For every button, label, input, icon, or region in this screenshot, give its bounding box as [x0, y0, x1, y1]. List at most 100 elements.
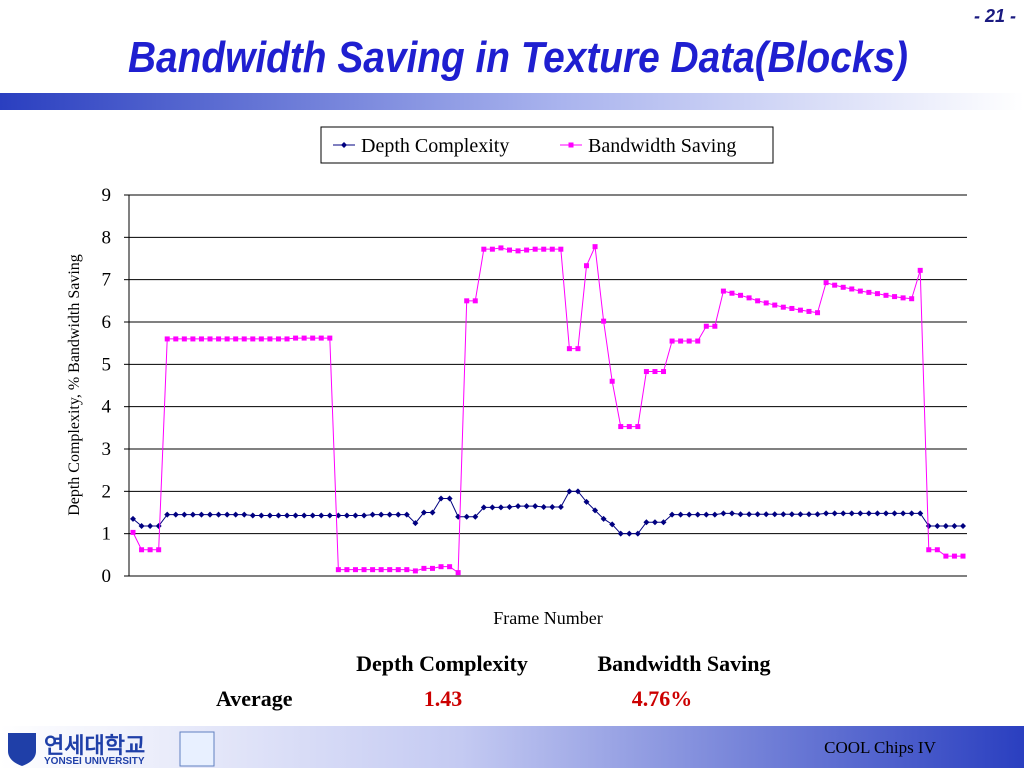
square-marker: [566, 346, 572, 352]
square-marker: [849, 286, 855, 292]
diamond-marker: [301, 512, 308, 519]
square-marker: [601, 318, 607, 324]
diamond-marker: [489, 504, 496, 511]
square-marker: [635, 424, 641, 430]
y-tick-label: 5: [102, 354, 112, 375]
diamond-marker: [754, 511, 761, 518]
diamond-marker: [446, 495, 453, 502]
square-marker: [609, 378, 615, 384]
diamond-marker: [574, 488, 581, 495]
summary-value: 1.43: [424, 686, 463, 711]
diamond-marker: [617, 530, 624, 537]
diamond-marker: [258, 512, 265, 519]
legend-label: Bandwidth Saving: [588, 135, 736, 157]
diamond-marker: [882, 510, 889, 517]
diamond-marker: [309, 512, 316, 519]
diamond-marker: [284, 512, 291, 519]
diamond-marker: [814, 511, 821, 518]
diamond-marker: [660, 519, 667, 526]
square-marker: [686, 338, 692, 344]
diamond-marker: [292, 512, 299, 519]
diamond-marker: [900, 510, 907, 517]
diamond-marker: [369, 511, 376, 518]
diamond-marker: [403, 511, 410, 518]
square-marker: [584, 263, 590, 269]
y-tick-label: 8: [102, 227, 112, 248]
square-marker: [447, 564, 453, 570]
diamond-marker: [326, 512, 333, 519]
square-marker: [669, 338, 675, 344]
footer-event: COOL Chips IV: [824, 738, 936, 757]
square-marker: [156, 547, 162, 553]
diamond-marker: [138, 523, 145, 530]
diamond-marker: [942, 523, 949, 530]
square-marker: [960, 553, 966, 559]
diamond-marker: [634, 530, 641, 537]
logo-english: YONSEI UNIVERSITY: [44, 756, 145, 767]
square-marker: [250, 336, 256, 342]
square-marker: [164, 336, 170, 342]
square-marker: [806, 308, 812, 314]
diamond-marker: [480, 504, 487, 511]
square-marker: [840, 284, 846, 290]
diamond-marker: [341, 142, 347, 148]
summary-header: Bandwidth Saving: [597, 651, 770, 676]
diamond-marker: [874, 510, 881, 517]
y-tick-label: 1: [102, 524, 112, 545]
diamond-marker: [848, 510, 855, 517]
diamond-marker: [343, 512, 350, 519]
square-marker: [832, 282, 838, 288]
diamond-marker: [207, 511, 214, 518]
square-marker: [678, 338, 684, 344]
diamond-marker: [711, 511, 718, 518]
square-marker: [575, 346, 581, 352]
diamond-marker: [249, 512, 256, 519]
diamond-marker: [728, 510, 735, 517]
square-marker: [934, 547, 940, 553]
diamond-marker: [164, 511, 171, 518]
square-marker: [327, 335, 333, 341]
square-marker: [429, 565, 435, 571]
diamond-marker: [925, 523, 932, 530]
square-marker: [275, 336, 281, 342]
summary-value: 4.76%: [632, 686, 693, 711]
square-marker: [797, 307, 803, 313]
square-marker: [472, 298, 478, 304]
diamond-marker: [831, 510, 838, 517]
square-marker: [207, 336, 213, 342]
diamond-marker: [677, 511, 684, 518]
diamond-marker: [198, 511, 205, 518]
series-line: [132, 490, 963, 535]
square-marker: [412, 568, 418, 574]
diamond-marker: [532, 503, 539, 510]
university-logo: 연세대학교 YONSEI UNIVERSITY: [8, 731, 215, 767]
square-marker: [695, 338, 701, 344]
square-marker: [301, 335, 307, 341]
square-marker: [746, 295, 752, 301]
diamond-marker: [318, 512, 325, 519]
square-marker: [917, 267, 923, 273]
square-marker: [130, 529, 136, 535]
square-marker: [900, 295, 906, 301]
square-marker: [310, 335, 316, 341]
diamond-marker: [840, 510, 847, 517]
diamond-marker: [412, 520, 419, 527]
diamond-marker: [771, 511, 778, 518]
legend-box: [320, 126, 774, 164]
diamond-marker: [352, 512, 359, 519]
summary-row-label: Average: [216, 686, 293, 711]
diamond-marker: [420, 509, 427, 516]
diamond-marker: [147, 523, 154, 530]
diamond-marker: [557, 503, 564, 510]
summary-header: Depth Complexity: [356, 651, 528, 676]
diamond-marker: [130, 515, 136, 522]
diamond-marker: [463, 513, 470, 520]
diamond-marker: [395, 511, 402, 518]
square-marker: [626, 424, 632, 430]
square-marker: [233, 336, 239, 342]
diamond-marker: [609, 521, 616, 528]
square-marker: [815, 310, 821, 316]
square-marker: [755, 298, 761, 304]
square-marker: [874, 291, 880, 297]
